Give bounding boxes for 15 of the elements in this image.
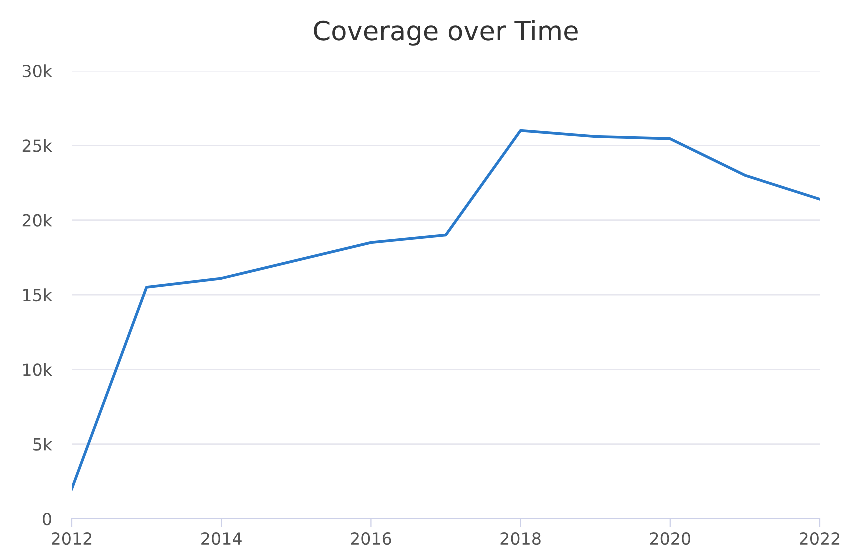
x-tick-label: 2022 — [800, 532, 840, 546]
x-tick-label: 2020 — [650, 532, 690, 546]
y-tick-label: 0 — [43, 512, 52, 526]
x-tick-label: 2012 — [52, 532, 92, 546]
chart-title: Coverage over Time — [314, 20, 578, 46]
line-series — [72, 129, 820, 491]
x-tick-label: 2016 — [351, 532, 392, 546]
x-tick-label: 2014 — [202, 532, 242, 546]
y-tick-label: 10k — [24, 363, 53, 376]
y-tick-label: 25k — [22, 139, 53, 152]
y-tick-label: 15k — [24, 288, 53, 302]
y-tick-label: 30k — [22, 64, 53, 78]
x-tick-label: 2018 — [500, 532, 541, 546]
y-tick-label: 5k — [34, 438, 53, 451]
y-tick-label: 20k — [22, 214, 53, 227]
